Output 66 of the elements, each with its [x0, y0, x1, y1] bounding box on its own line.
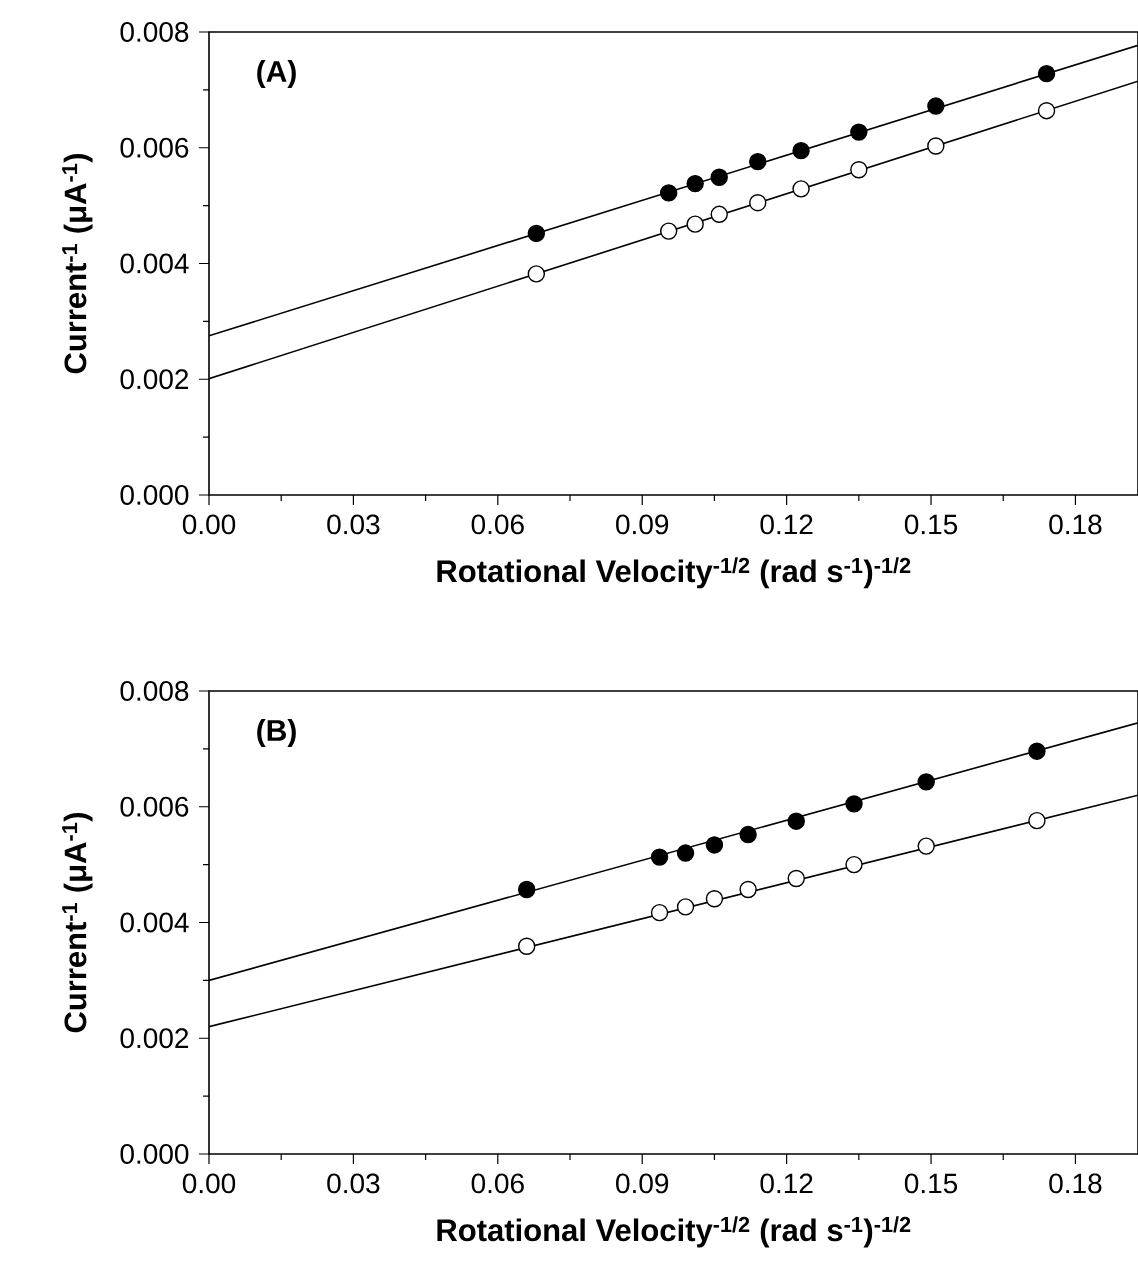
x-tick-label: 0.09: [616, 514, 669, 535]
point: [686, 174, 704, 193]
point: [710, 168, 728, 186]
point: [710, 205, 728, 223]
point: [917, 773, 935, 791]
point: [845, 795, 863, 813]
x-axis-title: Rotational Velocity$^{-1/2}$ (rad s$^{-1}$)$^{-1/2}$: [437, 1216, 911, 1248]
y-axis-title: Current$^{-1}$ (μA$^{-1}$): [62, 153, 93, 374]
x-tick-label: 0.09: [616, 1173, 669, 1194]
y-tick-label: 0.006: [120, 796, 189, 817]
point: [749, 152, 767, 171]
point: [787, 869, 805, 888]
point: [659, 222, 678, 240]
point: [739, 825, 757, 844]
point: [845, 855, 863, 874]
point: [927, 137, 945, 155]
point: [1037, 102, 1056, 120]
y-tick-label: 0.004: [120, 253, 189, 274]
x-tick-label: 0.06: [471, 1173, 524, 1194]
point: [676, 898, 695, 916]
x-tick-label: 0.18: [1049, 1173, 1102, 1194]
point: [650, 848, 669, 866]
x-tick-label: 0.15: [904, 1173, 958, 1194]
x-tick-label: 0.00: [182, 514, 236, 535]
point: [527, 224, 546, 243]
point: [917, 837, 935, 855]
point: [787, 812, 805, 830]
annotation: (B): [257, 719, 296, 747]
point: [527, 265, 546, 283]
x-tick-label: 0.03: [327, 1173, 380, 1194]
point: [1037, 64, 1056, 83]
point: [927, 97, 945, 115]
point: [739, 880, 757, 899]
x-tick-label: 0.18: [1049, 514, 1102, 535]
annotation: (A): [257, 60, 296, 88]
point: [650, 903, 669, 922]
point: [850, 161, 868, 179]
y-axis-title: Current$^{-1}$ (μA$^{-1}$): [62, 812, 93, 1033]
x-tick-label: 0.06: [471, 514, 524, 535]
y-tick-label: 0.002: [120, 1028, 189, 1049]
x-tick-label: 0.12: [760, 514, 813, 535]
y-tick-label: 0.000: [120, 1144, 189, 1164]
point: [686, 215, 704, 233]
x-tick-label: 0.12: [760, 1173, 813, 1194]
point: [676, 844, 695, 862]
y-tick-label: 0.008: [120, 22, 189, 42]
x-axis-title: Rotational Velocity$^{-1/2}$ (rad s$^{-1}$)$^{-1/2}$: [437, 557, 911, 589]
point: [518, 937, 536, 955]
point: [1028, 811, 1046, 830]
y-tick-label: 0.006: [120, 137, 189, 158]
point: [1028, 742, 1046, 760]
y-tick-label: 0.004: [120, 912, 189, 933]
point: [659, 184, 678, 202]
point: [749, 194, 767, 212]
x-tick-label: 0.00: [182, 1173, 236, 1194]
y-tick-label: 0.008: [120, 681, 189, 701]
point: [792, 180, 810, 198]
x-tick-label: 0.15: [904, 514, 958, 535]
point: [792, 141, 810, 160]
point: [705, 836, 724, 854]
point: [850, 123, 868, 141]
y-tick-label: 0.002: [120, 369, 189, 390]
y-tick-label: 0.000: [120, 485, 189, 505]
x-tick-label: 0.03: [327, 514, 380, 535]
point: [705, 890, 724, 908]
point: [518, 880, 536, 899]
